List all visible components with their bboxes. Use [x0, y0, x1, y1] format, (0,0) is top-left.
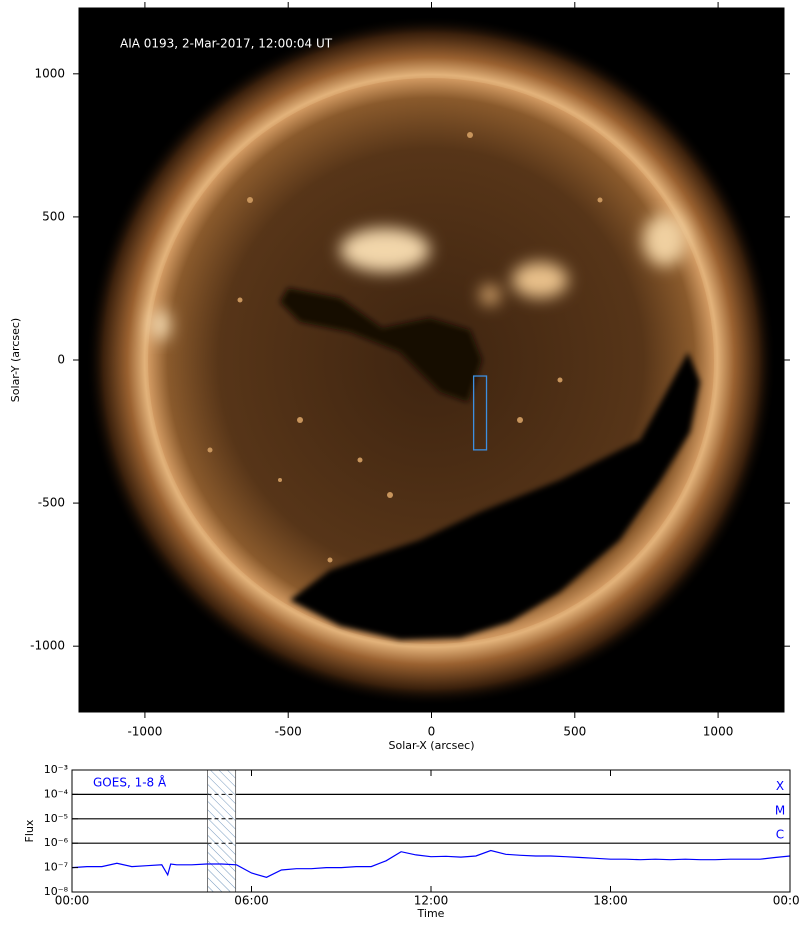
y-tick-label: 10⁻⁵ [44, 812, 68, 825]
x-tick-label: -1000 [127, 725, 162, 739]
y-tick-label: -500 [38, 496, 65, 510]
x-tick-label: 12:00 [414, 894, 449, 908]
x-tick-label: -500 [275, 725, 302, 739]
solar-disk-image [86, 16, 776, 706]
x-tick-label: 1000 [703, 725, 734, 739]
y-tick-label: 500 [42, 209, 65, 223]
shaded-interval [207, 769, 237, 893]
y-axis-label: Solar-Y (arcsec) [9, 318, 22, 402]
x-tick-label: 0 [428, 725, 436, 739]
x-axis-label: Solar-X (arcsec) [389, 739, 475, 752]
x-tick-label: 00:00 [55, 894, 90, 908]
flare-level-label: C [776, 828, 784, 842]
y-axis-label: Flux [23, 819, 36, 842]
bright-points [207, 132, 603, 563]
y-tick-label: -1000 [30, 639, 65, 653]
y-tick-label: 10⁻³ [44, 763, 68, 776]
active-regions [150, 214, 687, 341]
y-tick-label: 10⁻⁸ [44, 885, 69, 898]
coronal-hole [290, 352, 700, 640]
y-tick-label: 1000 [34, 66, 65, 80]
annotation: AIA 0193, 2-Mar-2017, 12:00:04 UT [120, 37, 333, 51]
x-tick-label: 18:00 [593, 894, 628, 908]
y-tick-label: 10⁻⁷ [44, 861, 68, 874]
y-tick-label: 0 [57, 353, 65, 367]
x-tick-label: 00:00 [773, 894, 799, 908]
plot-background [72, 770, 790, 892]
flux-line [71, 849, 791, 878]
x-tick-label: 06:00 [234, 894, 269, 908]
axes-frame [71, 769, 791, 893]
flare-level-label: X [776, 779, 784, 793]
y-tick-label: 10⁻⁴ [44, 787, 69, 800]
y-tick-label: 10⁻⁶ [44, 836, 69, 849]
region-box [472, 375, 488, 451]
coronal-hole [280, 288, 482, 402]
x-tick-label: 500 [563, 725, 586, 739]
solar-image-panel: -1000 -500 0 500 1000 -1000 -500 0 500 1000 AIA 01… [9, 2, 790, 752]
x-axis-label: Time [417, 907, 445, 920]
legend-label: GOES, 1-8 Å [93, 775, 167, 790]
flare-level-label: M [775, 803, 785, 817]
